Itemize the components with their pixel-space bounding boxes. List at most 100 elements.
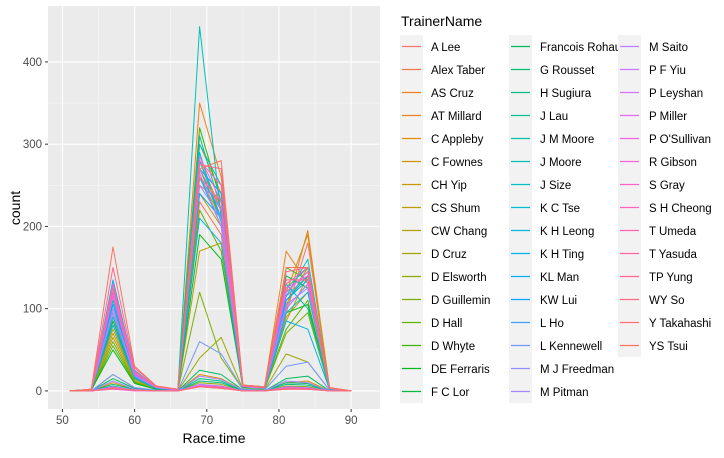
legend-label: AS Cruz (431, 88, 474, 100)
legend-item: KW Lui (509, 288, 577, 311)
series-line-18 (69, 378, 352, 392)
x-tick-label: 90 (345, 415, 358, 427)
legend-item: M Pitman (509, 380, 589, 403)
legend-label: J Size (540, 180, 571, 192)
legend-item: D Hall (400, 311, 462, 334)
series-line-12 (69, 291, 352, 392)
legend-item: J Size (509, 173, 571, 196)
legend-label: CW Chang (431, 226, 487, 238)
y-tick-label: 100 (23, 304, 42, 316)
series-line-33 (69, 383, 352, 392)
legend-item: K H Leong (509, 219, 594, 242)
legend-label: M Pitman (540, 387, 589, 399)
legend-label: TP Yung (649, 272, 693, 284)
legend-label: K H Leong (540, 226, 594, 238)
legend-item: T Yasuda (618, 242, 698, 265)
legend-item: K H Ting (509, 242, 584, 265)
legend-label: DE Ferraris (431, 364, 490, 376)
legend-label: L Ho (540, 318, 564, 330)
legend-item: P F Yiu (618, 58, 686, 81)
legend-item: P Miller (618, 104, 687, 127)
legend-item: CH Yip (400, 173, 467, 196)
x-tick-label: 60 (128, 415, 141, 427)
legend-item: Francois Rohaut (509, 35, 625, 58)
legend-item: J M Moore (509, 127, 594, 150)
legend-label: M J Freedman (540, 364, 614, 376)
series-line-26 (69, 217, 352, 392)
legend-item: P Leyshan (618, 81, 703, 104)
series-line-45 (69, 386, 352, 392)
legend-label: Y Takahashi (649, 318, 711, 330)
axis-layer: 50 60 70 80 90 0 100 200 300 400 (23, 57, 358, 427)
legend-label: R Gibson (649, 157, 697, 169)
series-line-41 (69, 385, 352, 392)
legend-item: J Moore (509, 150, 582, 173)
legend-label: KW Lui (540, 295, 577, 307)
y-axis-label: count (7, 191, 23, 225)
legend-title: TrainerName (401, 13, 482, 29)
x-tick-label: 70 (200, 415, 213, 427)
legend-item: K C Tse (509, 196, 580, 219)
legend-label: K H Ting (540, 249, 584, 261)
series-line-40 (69, 160, 352, 392)
legend-item: TP Yung (618, 265, 693, 288)
legend-item: L Ho (509, 311, 564, 334)
legend-item: KL Man (509, 265, 579, 288)
legend-label: AT Millard (431, 111, 482, 123)
legend-label: G Rousset (540, 65, 595, 77)
x-tick-label: 80 (273, 415, 286, 427)
grid-layer (48, 6, 380, 409)
legend-label: P Leyshan (649, 88, 703, 100)
series-layer (69, 26, 352, 392)
legend-item: D Cruz (400, 242, 467, 265)
legend-label: Francois Rohaut (540, 42, 625, 54)
legend-item: DE Ferraris (400, 357, 490, 380)
series-line-31 (69, 184, 352, 392)
series-line-28 (69, 193, 352, 392)
legend-label: Alex Taber (431, 65, 485, 77)
legend-item: AT Millard (400, 104, 482, 127)
legend-label: CS Shum (431, 203, 480, 215)
legend-label: T Umeda (649, 226, 697, 238)
legend-item: Y Takahashi (618, 311, 711, 334)
y-tick-label: 400 (23, 57, 42, 69)
legend-label: J M Moore (540, 134, 594, 146)
legend-label: P O'Sullivan (649, 134, 711, 146)
legend-item: P O'Sullivan (618, 127, 711, 150)
legend-label: J Lau (540, 111, 568, 123)
legend-label: D Cruz (431, 249, 467, 261)
legend-item: R Gibson (618, 150, 697, 173)
legend-item: H Sugiura (509, 81, 592, 104)
legend-label: F C Lor (431, 387, 470, 399)
legend-label: KL Man (540, 272, 579, 284)
legend-label: D Whyte (431, 341, 475, 353)
legend-item: S Gray (618, 173, 685, 196)
legend-item: T Umeda (618, 219, 697, 242)
series-line-17 (69, 369, 352, 392)
legend-label: D Hall (431, 318, 462, 330)
x-axis-label: Race.time (182, 430, 245, 446)
legend-item: D Whyte (400, 334, 475, 357)
legend-label: H Sugiura (540, 88, 592, 100)
legend-item: L Kennewell (509, 334, 602, 357)
series-line-37 (69, 156, 352, 392)
legend-label: P Miller (649, 111, 687, 123)
series-line-46 (69, 160, 352, 392)
legend-item: D Guillemin (400, 288, 490, 311)
legend-label: WY So (649, 295, 685, 307)
series-line-32 (69, 375, 352, 392)
legend-item: S H Cheong (618, 196, 712, 219)
legend-label: T Yasuda (649, 249, 698, 261)
legend-item: F C Lor (400, 380, 470, 403)
legend: A Lee Alex Taber AS Cruz AT Millard C Appleb… (400, 35, 712, 403)
legend-label: YS Tsui (649, 341, 688, 353)
legend-item: G Rousset (509, 58, 595, 81)
legend-item: C Fownes (400, 150, 483, 173)
legend-item: CW Chang (400, 219, 487, 242)
legend-item: AS Cruz (400, 81, 474, 104)
legend-label: D Guillemin (431, 295, 490, 307)
x-tick-label: 50 (56, 415, 69, 427)
series-line-43 (69, 164, 352, 392)
legend-label: CH Yip (431, 180, 467, 192)
